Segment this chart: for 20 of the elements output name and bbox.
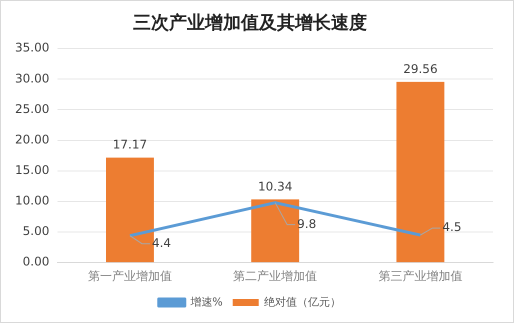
y-tick-label: 20.00 (14, 132, 50, 146)
data-label: 10.34 (258, 180, 292, 194)
x-tick-label: 第一产业增加值 (88, 268, 172, 283)
x-tick-label: 第三产业增加值 (378, 268, 462, 283)
legend-label: 增速% (189, 295, 223, 308)
y-tick-label: 30.00 (14, 71, 50, 86)
y-tick-label: 15.00 (14, 163, 50, 178)
data-label: 17.17 (112, 138, 148, 152)
bar (396, 82, 444, 262)
bar (251, 199, 300, 262)
legend-label: 绝对值（亿元） (264, 295, 342, 308)
bar (106, 158, 154, 262)
chart-title: 三次产业增加值及其增长速度 (133, 12, 367, 34)
y-tick-label: 5.00 (22, 224, 50, 238)
y-tick-label: 25.00 (14, 102, 50, 116)
y-tick-label: 35.00 (14, 40, 50, 55)
y-tick-label: 10.00 (14, 194, 50, 208)
y-tick-label: 0.00 (22, 254, 50, 269)
data-label: 29.56 (403, 62, 438, 76)
x-tick-label: 第二产业增加值 (233, 268, 318, 283)
